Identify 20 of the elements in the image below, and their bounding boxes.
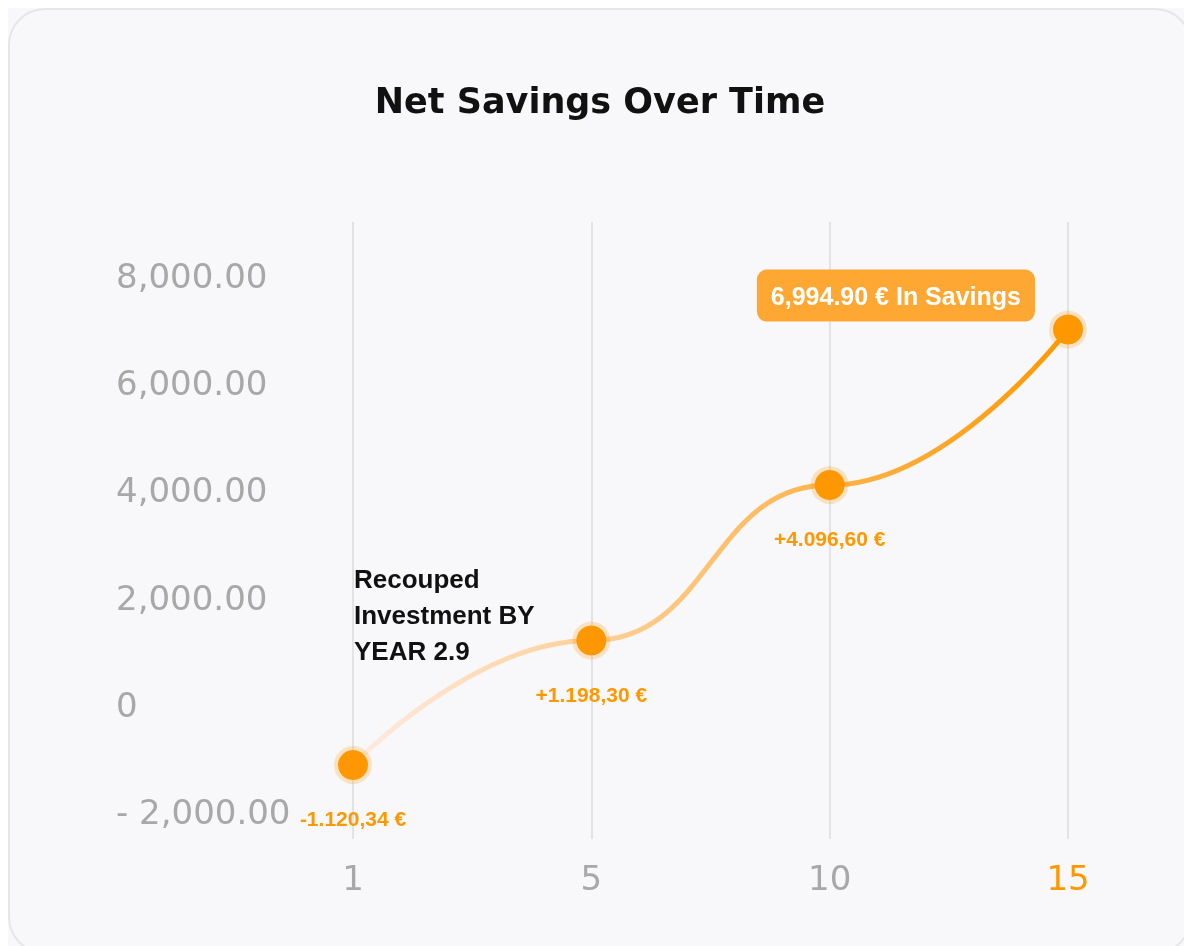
data-label: 6,994.90 € In Savings bbox=[770, 281, 1021, 310]
y-tick-label: 6,000.00 bbox=[116, 362, 268, 403]
x-tick-label: 15 bbox=[1046, 858, 1090, 898]
data-label: +4.096,60 € bbox=[773, 527, 886, 551]
x-tick-label: 5 bbox=[580, 858, 603, 898]
data-label: +1.198,30 € bbox=[535, 682, 648, 706]
point bbox=[810, 466, 849, 505]
y-tick-label: 2,000.00 bbox=[116, 577, 268, 618]
point bbox=[334, 745, 372, 784]
x-tick-label: 1 bbox=[342, 858, 364, 898]
point bbox=[1049, 310, 1087, 349]
y-tick-label: 4,000.00 bbox=[116, 470, 268, 511]
chart-title: Net Savings Over Time bbox=[374, 80, 826, 121]
y-tick-label: 8,000.00 bbox=[116, 255, 268, 296]
y-tick-label: - 2,000.00 bbox=[116, 792, 291, 833]
point bbox=[572, 621, 611, 660]
data-label: -1.120,34 € bbox=[299, 806, 407, 830]
y-tick-label: 0 bbox=[116, 684, 138, 725]
annotation: Recouped Investment BY YEAR 2.9 bbox=[354, 564, 542, 666]
x-tick-label: 10 bbox=[808, 858, 852, 898]
